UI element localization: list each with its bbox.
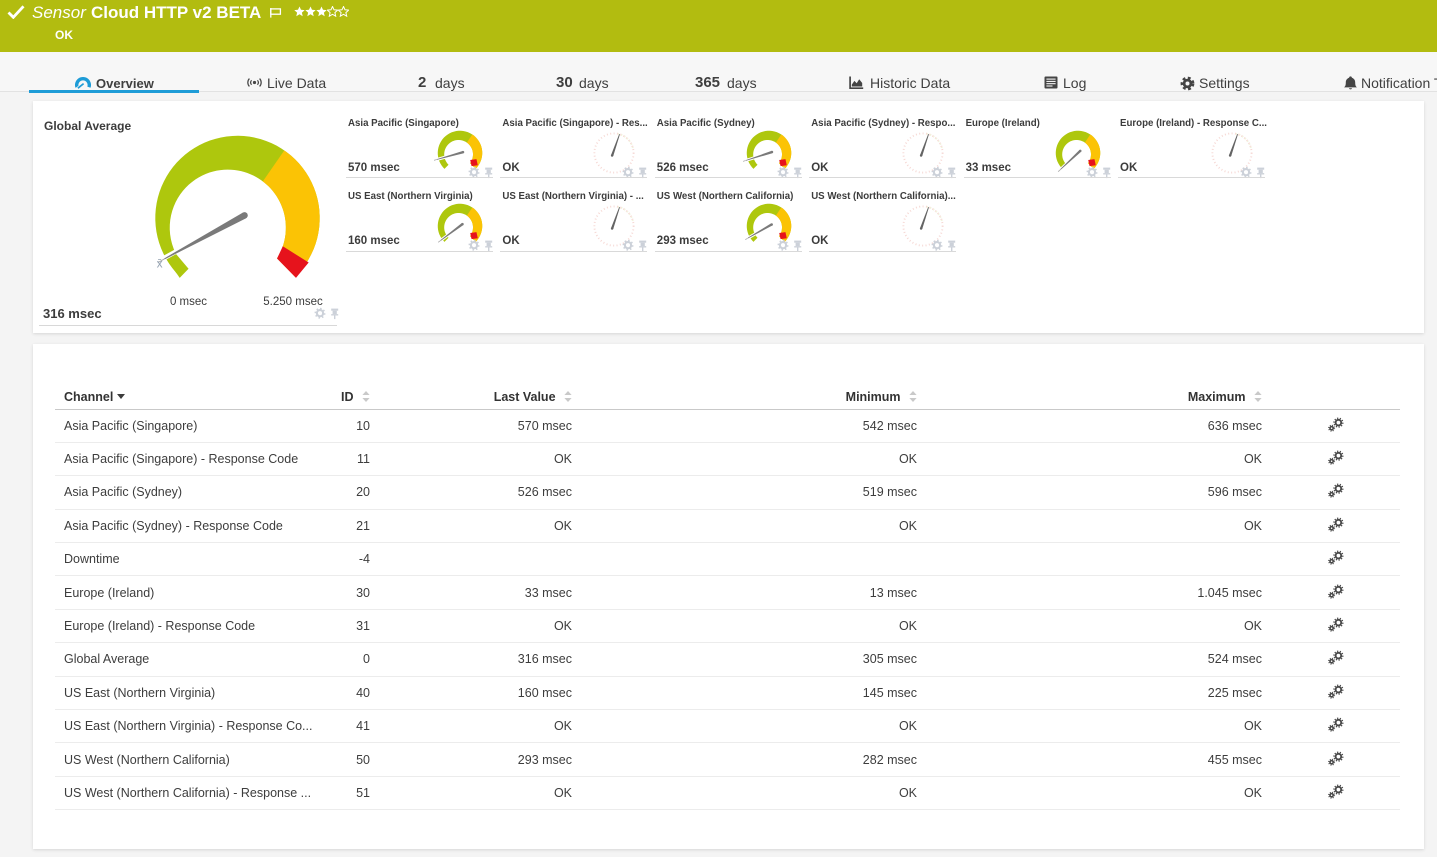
- svg-text:x̄: x̄: [157, 257, 163, 270]
